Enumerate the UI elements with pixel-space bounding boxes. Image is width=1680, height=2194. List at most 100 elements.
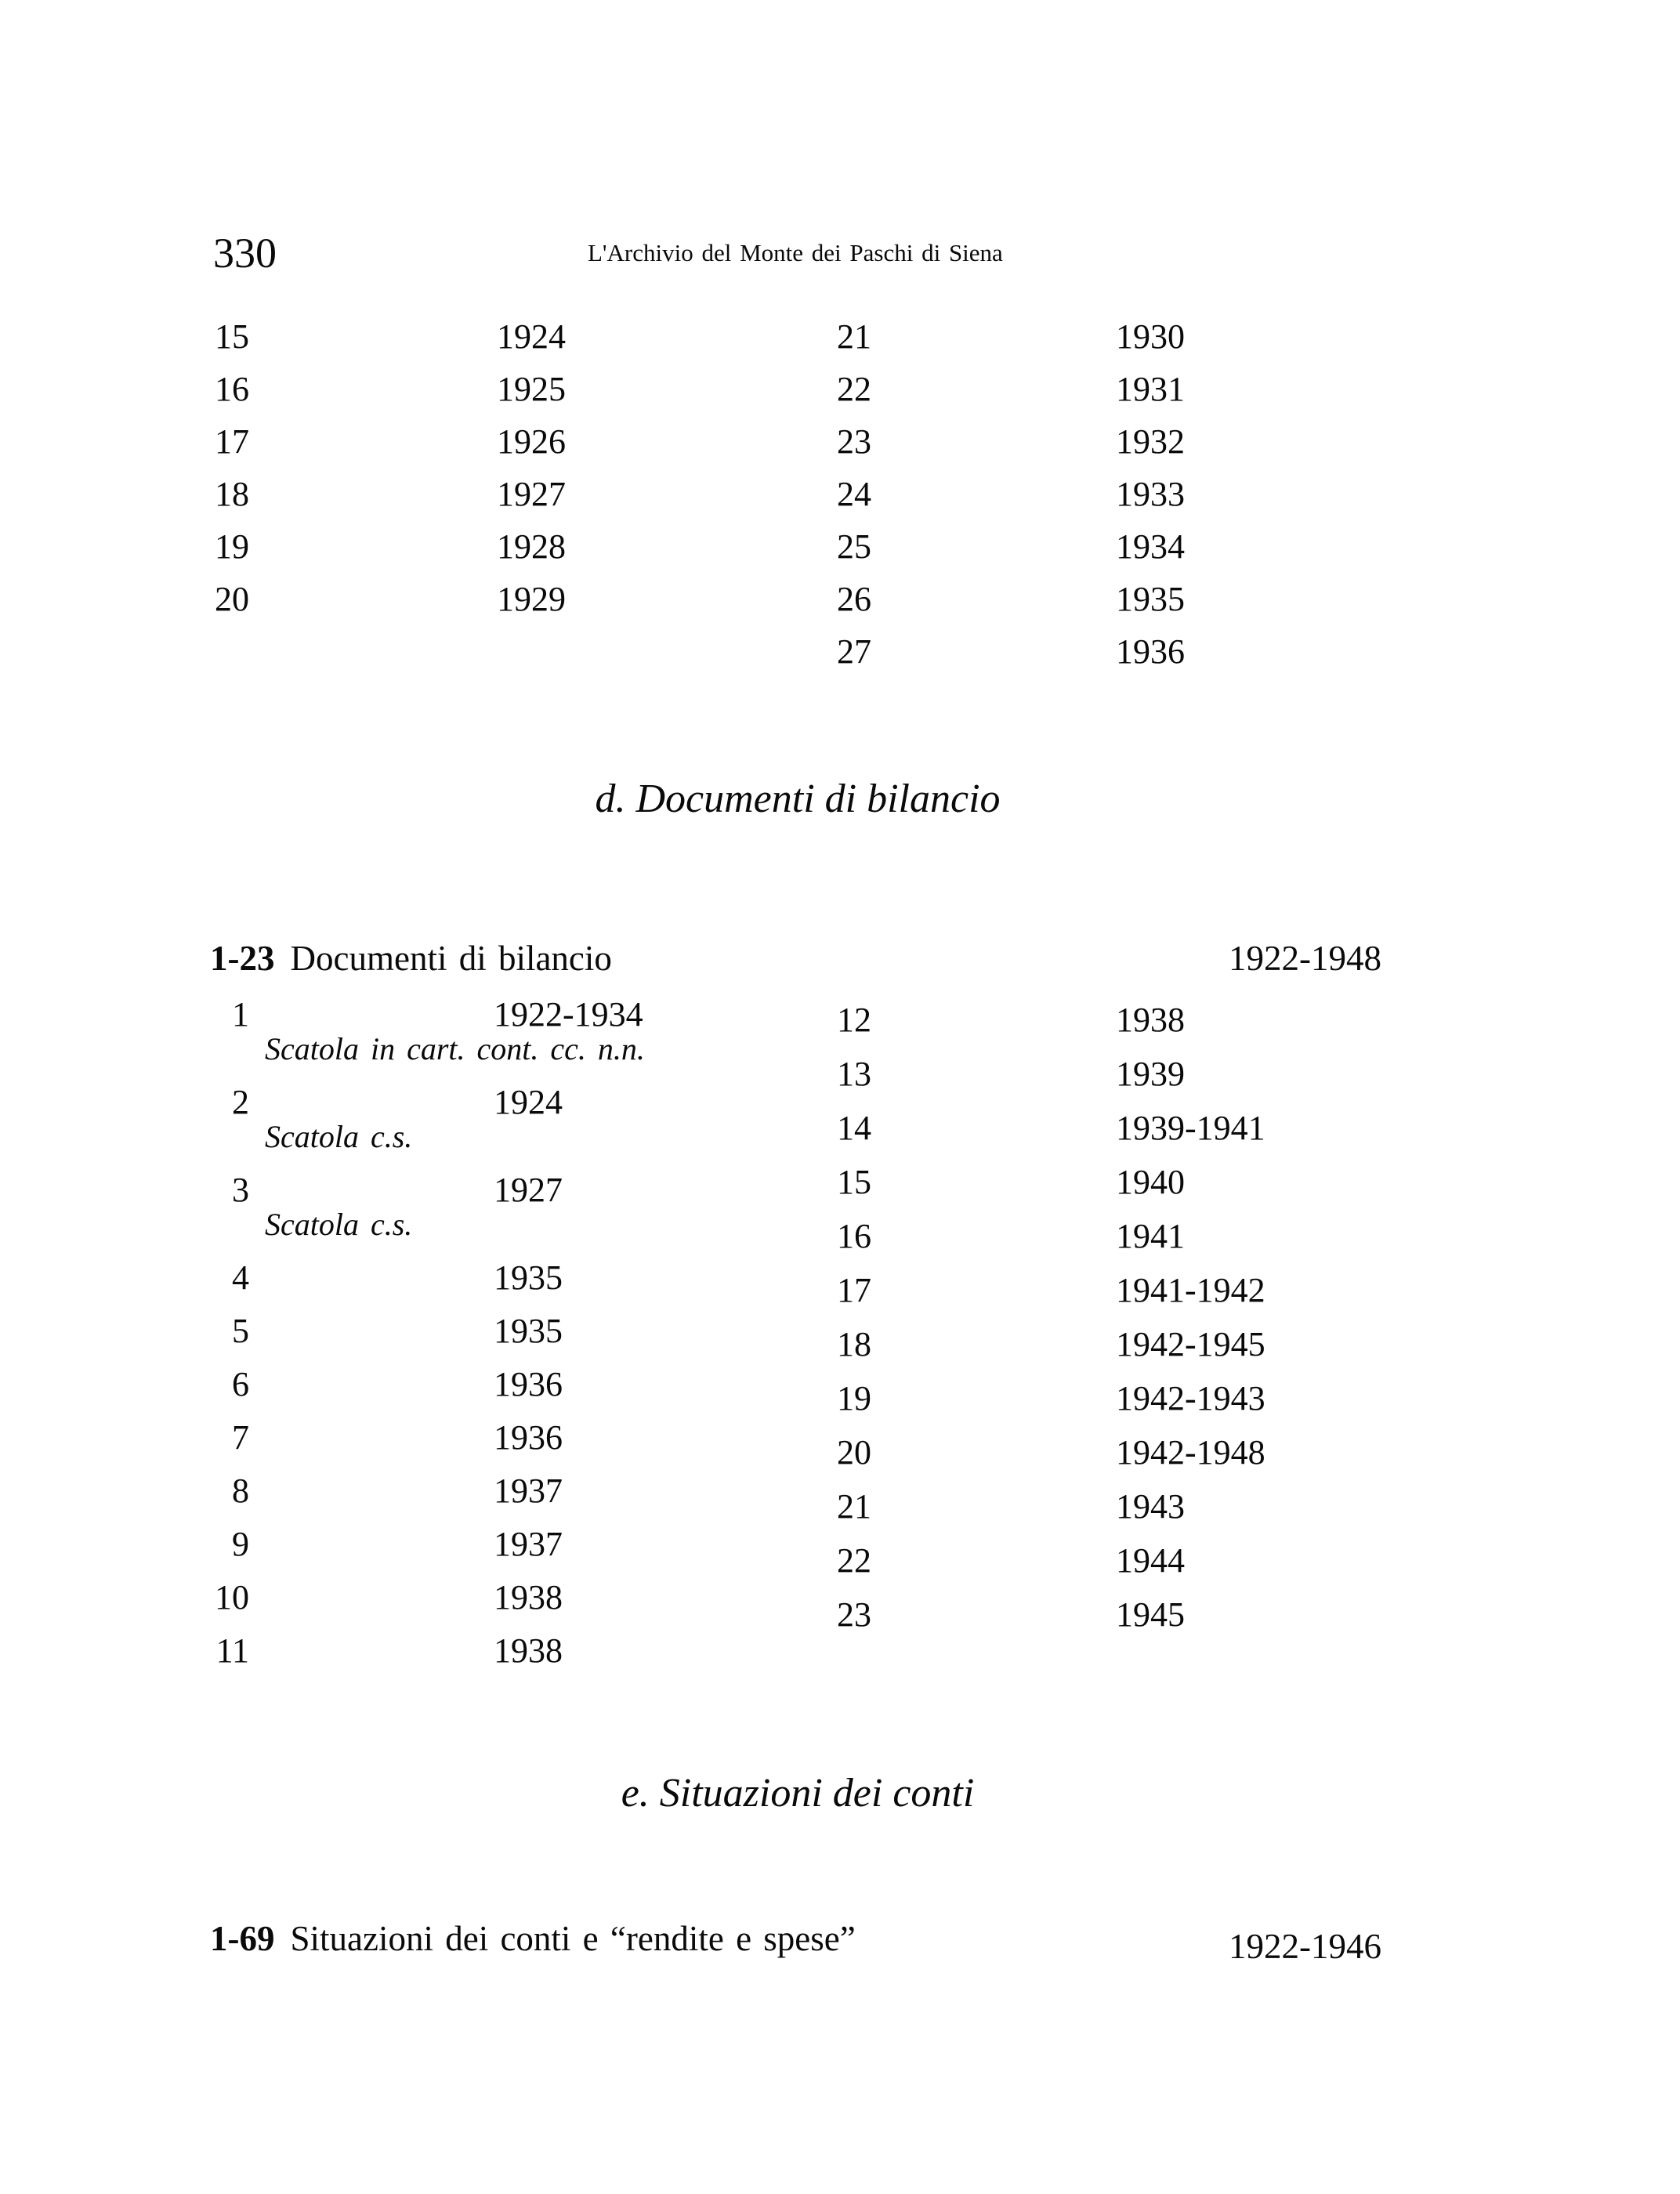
- unit-years: 1938: [494, 1631, 563, 1670]
- unit-years: 1939: [1116, 1055, 1185, 1093]
- running-header: L'Archivio del Monte dei Paschi di Siena: [588, 239, 1003, 266]
- unit-row: 8 1937: [180, 1474, 645, 1508]
- list-item: 12 1938: [799, 1003, 1265, 1037]
- unit-years: 1924: [494, 1083, 563, 1121]
- unit-years: 1937: [494, 1525, 563, 1563]
- list-item: 9 1937: [180, 1527, 645, 1562]
- unit-number: 18: [215, 475, 249, 513]
- unit-number: 16: [215, 370, 249, 408]
- unit-number: 19: [215, 527, 249, 566]
- section-heading-d: d. Documenti di bilancio: [595, 777, 1001, 821]
- unit-number: 6: [232, 1365, 249, 1403]
- list-item: 13 1939: [799, 1057, 1265, 1092]
- unit-number: 1: [232, 995, 249, 1034]
- unit-row: 1 1922-1934: [180, 997, 645, 1032]
- unit-number: 27: [837, 632, 871, 671]
- list-item: 8 1937: [180, 1474, 645, 1508]
- unit-years: 1933: [1116, 475, 1185, 513]
- unit-number: 20: [215, 580, 249, 618]
- page-number: 330: [213, 230, 277, 277]
- unit-number: 5: [232, 1312, 249, 1350]
- unit-number: 21: [837, 1487, 871, 1526]
- unit-row: 3 1927: [180, 1173, 645, 1207]
- unit-years: 1924: [497, 317, 566, 356]
- top-list-right-column: 21 1930 22 1931 23 1932 24 1933 25 1934 …: [799, 320, 1185, 687]
- list-item: 23 1945: [799, 1598, 1265, 1632]
- list-item: 18 1942-1945: [799, 1327, 1265, 1362]
- unit-note: Scatola in cart. cont. cc. n.n.: [265, 1031, 645, 1066]
- unit-years: 1938: [494, 1578, 563, 1617]
- top-list-left-column: 15 1924 16 1925 17 1926 18 1927 19 1928 …: [180, 320, 566, 635]
- unit-years: 1936: [1116, 632, 1185, 671]
- unit-number: 24: [837, 475, 871, 513]
- unit-number: 8: [232, 1472, 249, 1510]
- list-item: 15 1924: [180, 320, 566, 354]
- list-item: 21 1930: [799, 320, 1185, 354]
- list-item: 19 1942-1943: [799, 1381, 1265, 1416]
- section-d-left-column: 1 1922-1934 Scatola in cart. cont. cc. n…: [180, 997, 645, 1687]
- unit-years: 1942-1948: [1116, 1433, 1265, 1472]
- unit-years: 1930: [1116, 317, 1185, 356]
- unit-years: 1928: [497, 527, 566, 566]
- unit-row: 11 1938: [180, 1634, 645, 1668]
- list-item: 5 1935: [180, 1314, 645, 1349]
- unit-number: 22: [837, 1541, 871, 1580]
- unit-number: 2: [232, 1083, 249, 1121]
- list-item: 16 1925: [180, 372, 566, 407]
- unit-row: 7 1936: [180, 1421, 645, 1455]
- unit-number: 15: [215, 317, 249, 356]
- series-dates: 1922-1948: [1229, 939, 1381, 978]
- unit-number: 21: [837, 317, 871, 356]
- unit-years: 1927: [497, 475, 566, 513]
- list-item: 17 1941-1942: [799, 1273, 1265, 1308]
- list-item: 2 1924 Scatola c.s.: [180, 1085, 645, 1154]
- list-item: 25 1934: [799, 530, 1185, 564]
- section-d-right-column: 12 1938 13 1939 14 1939-1941 15 1940 16 …: [799, 1003, 1265, 1652]
- list-item: 26 1935: [799, 582, 1185, 617]
- series-dates: 1922-1946: [1229, 1927, 1381, 1966]
- unit-row: 4 1935: [180, 1261, 645, 1295]
- series-title: Situazioni dei conti e “rendite e spese”: [290, 1919, 856, 1958]
- series-range: 1-69: [210, 1919, 275, 1958]
- unit-number: 3: [232, 1171, 249, 1209]
- unit-number: 9: [232, 1525, 249, 1563]
- list-item: 20 1942-1948: [799, 1436, 1265, 1470]
- unit-years: 1934: [1116, 527, 1185, 566]
- unit-years: 1925: [497, 370, 566, 408]
- unit-number: 23: [837, 1595, 871, 1634]
- list-item: 1 1922-1934 Scatola in cart. cont. cc. n…: [180, 997, 645, 1066]
- unit-number: 15: [837, 1163, 871, 1201]
- unit-number: 22: [837, 370, 871, 408]
- unit-years: 1939-1941: [1116, 1109, 1265, 1147]
- unit-number: 26: [837, 580, 871, 618]
- list-item: 22 1931: [799, 372, 1185, 407]
- unit-years: 1943: [1116, 1487, 1185, 1526]
- list-item: 23 1932: [799, 425, 1185, 459]
- unit-note: Scatola c.s.: [265, 1207, 413, 1242]
- unit-note: Scatola c.s.: [265, 1119, 413, 1154]
- unit-years: 1935: [1116, 580, 1185, 618]
- list-item: 19 1928: [180, 530, 566, 564]
- unit-row: 6 1936: [180, 1367, 645, 1402]
- list-item: 11 1938: [180, 1634, 645, 1668]
- unit-years: 1922-1934: [494, 995, 643, 1034]
- unit-number: 20: [837, 1433, 871, 1472]
- list-item: 7 1936: [180, 1421, 645, 1455]
- unit-years: 1945: [1116, 1595, 1185, 1634]
- unit-years: 1941: [1116, 1217, 1185, 1255]
- unit-years: 1935: [494, 1258, 563, 1297]
- series-range: 1-23: [210, 939, 275, 978]
- unit-number: 10: [215, 1578, 249, 1617]
- unit-number: 11: [215, 1631, 249, 1670]
- series-line-d: 1-23 Documenti di bilancio 1922-1948: [210, 941, 1381, 976]
- unit-years: 1941-1942: [1116, 1271, 1265, 1309]
- unit-number: 12: [837, 1001, 871, 1039]
- list-item: 14 1939-1941: [799, 1111, 1265, 1146]
- unit-number: 17: [837, 1271, 871, 1309]
- unit-years: 1940: [1116, 1163, 1185, 1201]
- section-heading-e: e. Situazioni dei conti: [621, 1771, 975, 1816]
- unit-number: 14: [837, 1109, 871, 1147]
- unit-number: 13: [837, 1055, 871, 1093]
- list-item: 10 1938: [180, 1580, 645, 1615]
